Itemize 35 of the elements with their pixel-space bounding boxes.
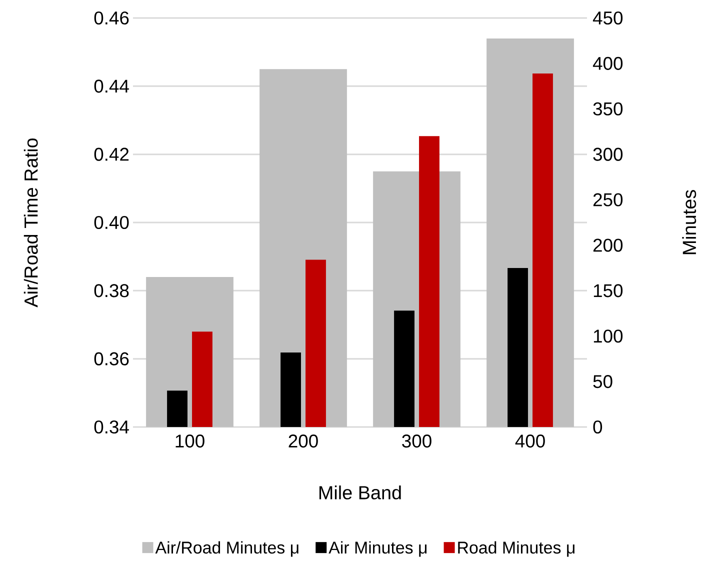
y2-axis-title: Minutes [682, 190, 696, 254]
y-tick-label: 0.44 [94, 80, 129, 93]
y2-tick-label: 150 [594, 284, 623, 298]
x-tick-label: 100 [176, 434, 204, 448]
bar [306, 260, 326, 428]
y-axis-title: Air/Road Time Ratio [24, 138, 38, 308]
bar [419, 136, 440, 428]
y2-tick-label: 100 [594, 330, 623, 343]
y2-tick-label: 250 [593, 193, 623, 206]
bar [508, 268, 528, 428]
y-tick-label: 0.34 [94, 420, 129, 434]
legend-label: Air/Road Minutes μ [155, 541, 298, 557]
y2-tick-label: 350 [593, 102, 623, 116]
bar [280, 352, 301, 428]
y2-tick-label: 50 [593, 375, 612, 388]
bar [192, 332, 212, 428]
bar [532, 73, 553, 428]
x-axis-title: Mile Band [319, 485, 401, 500]
x-tick-label: 300 [402, 434, 432, 448]
bar [394, 310, 414, 428]
y2-tick-label: 300 [593, 148, 623, 161]
y2-tick-label: 200 [593, 238, 623, 252]
y-tick-label: 0.46 [94, 11, 129, 25]
legend-label: Road Minutes μ [458, 541, 574, 557]
bar [167, 390, 188, 428]
y-tick-label: 0.40 [94, 216, 129, 230]
y2-tick-label: 400 [592, 56, 623, 70]
y-tick-label: 0.36 [94, 352, 129, 366]
y2-tick-label: 450 [592, 11, 623, 25]
y-tick-label: 0.38 [94, 284, 129, 298]
y2-tick-label: 0 [593, 420, 602, 434]
x-tick-label: 200 [288, 434, 318, 448]
x-tick-label: 400 [515, 434, 545, 448]
y-tick-label: 0.42 [94, 148, 129, 161]
legend-label: Air Minutes μ [328, 541, 427, 557]
